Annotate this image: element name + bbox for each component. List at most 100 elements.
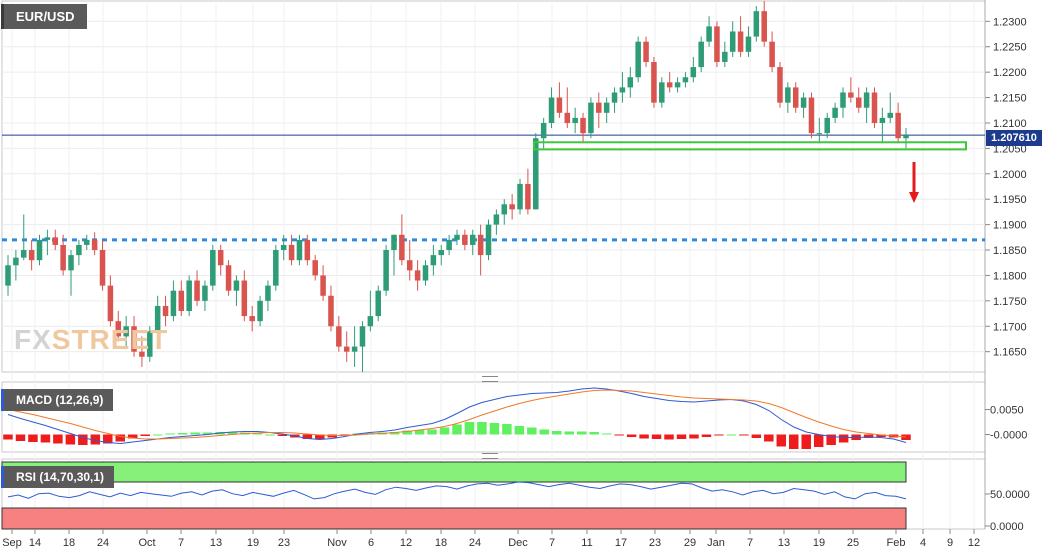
macd-histogram-bar (115, 434, 125, 442)
macd-histogram-bar (65, 434, 76, 445)
candle-body (501, 204, 508, 215)
candle-body (477, 234, 484, 256)
y-tick-label: 1.2100 (993, 118, 1027, 130)
candle-body (627, 77, 634, 88)
x-tick-label: 9 (947, 537, 953, 549)
macd-y-tick-label: 0.0050 (990, 405, 1024, 417)
candle-body (107, 285, 114, 322)
candle-body (44, 237, 51, 240)
candle-body (194, 280, 200, 301)
candle-body (288, 244, 295, 261)
macd-histogram-bar (489, 423, 500, 435)
macd-histogram-bar (327, 434, 338, 438)
candle-body (753, 11, 760, 37)
candle-body (698, 41, 704, 68)
rsi-line (7, 481, 907, 500)
candle-body (769, 41, 775, 68)
candle-body (879, 117, 886, 123)
x-tick-label: Nov (327, 537, 347, 549)
macd-histogram-bar (315, 434, 325, 439)
signal-line (7, 389, 907, 440)
candle-body (832, 107, 838, 118)
macd-histogram-bar (252, 433, 263, 435)
x-tick-label: 17 (615, 537, 627, 549)
macd-histogram-bar (452, 424, 462, 435)
candle-body (777, 67, 783, 103)
main-chart (2, 1, 985, 372)
pane-splitter-handle[interactable] (482, 376, 498, 382)
candle-body (824, 117, 830, 134)
macd-histogram-bar (527, 427, 537, 435)
candle-body (808, 97, 815, 134)
macd-histogram-bar (190, 432, 200, 435)
macd-histogram-bar (103, 434, 113, 444)
macd-histogram-bar (127, 434, 138, 439)
candle-body (170, 290, 177, 317)
candle-body (619, 87, 626, 93)
candle-body (745, 36, 752, 52)
support-zone-box (533, 141, 967, 151)
candle-body (60, 244, 66, 271)
macd-histogram-bar (564, 431, 574, 435)
macd-histogram-bar (764, 434, 774, 442)
candle-body (131, 326, 137, 352)
candle-body (493, 214, 500, 225)
pane-splitter-handle[interactable] (482, 453, 498, 459)
candle-body (351, 346, 358, 352)
candle-body (233, 280, 240, 291)
candle-body (5, 265, 11, 286)
candle-body (84, 239, 90, 245)
candle-body (391, 234, 397, 251)
x-tick-label: Feb (887, 537, 906, 549)
candle-body (446, 239, 452, 251)
macd-label[interactable]: MACD (12,26,9) (1, 389, 114, 411)
candle-body (147, 331, 153, 357)
candle-body (651, 61, 657, 103)
candle-body (186, 280, 192, 312)
rsi-label[interactable]: RSI (14,70,30,1) (1, 466, 115, 488)
candle-body (430, 255, 437, 266)
candle-body (895, 112, 901, 139)
candle-body (13, 257, 19, 266)
x-tick-label: 12 (968, 537, 980, 549)
macd-histogram-bar (751, 434, 762, 438)
macd-histogram-bar (265, 434, 275, 436)
x-tick-label: 12 (400, 537, 412, 549)
candle-body (52, 237, 59, 245)
macd-histogram-bar (514, 426, 525, 435)
y-tick-label: 1.2250 (993, 42, 1027, 54)
macd-histogram-bar (28, 434, 38, 442)
candle-body (217, 250, 224, 266)
y-tick-label: 1.1800 (993, 270, 1027, 282)
candle-body (556, 97, 563, 113)
macd-histogram-bar (439, 427, 450, 435)
macd-histogram-bar (53, 434, 63, 444)
macd-histogram-bar (202, 432, 213, 435)
candle-body (611, 92, 618, 103)
down-arrow-head (909, 192, 919, 203)
candle-body (903, 135, 909, 139)
candle-body (454, 234, 460, 240)
candle-body (887, 112, 894, 118)
macd-y-tick-label: -0.0000 (990, 430, 1027, 442)
x-tick-label: 24 (469, 537, 481, 549)
macd-histogram-bar (664, 434, 674, 440)
x-tick-label: 7 (549, 537, 555, 549)
candle-body (596, 102, 602, 113)
macd-histogram-bar (813, 434, 824, 447)
macd-histogram-bar (277, 434, 288, 436)
macd-histogram-bar (427, 429, 437, 435)
symbol-label[interactable]: EUR/USD (1, 4, 87, 29)
candle-body (690, 67, 697, 78)
candle-body (375, 290, 381, 317)
macd-histogram-bar (901, 434, 911, 440)
macd-histogram-bar (876, 434, 886, 437)
candle-body (438, 250, 445, 256)
x-tick-label: Jan (707, 537, 725, 549)
x-tick-label: 7 (747, 537, 753, 549)
candle-body (76, 244, 82, 256)
macd-histogram-bar (414, 430, 425, 435)
macd-histogram-bar (676, 434, 687, 439)
macd-histogram-bar (90, 434, 101, 445)
candle-body (848, 92, 854, 98)
